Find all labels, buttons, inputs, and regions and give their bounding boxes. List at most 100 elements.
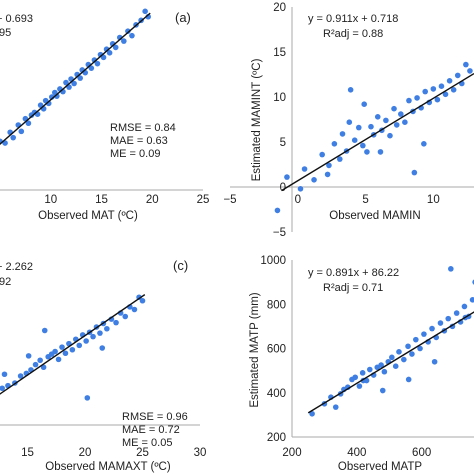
- data-point: [94, 60, 101, 67]
- data-point: [319, 151, 325, 158]
- data-point: [18, 128, 25, 135]
- equation-label: y = 0.911x + 0.718: [308, 13, 398, 25]
- data-point: [1, 371, 8, 378]
- data-point: [125, 28, 131, 34]
- data-point: [337, 156, 343, 162]
- x-tick-label: 15: [95, 194, 108, 206]
- data-point: [430, 86, 437, 92]
- data-point: [463, 61, 469, 68]
- data-point: [17, 373, 24, 379]
- data-point: [88, 65, 95, 71]
- x-tick-label: 25: [136, 447, 149, 459]
- data-point: [391, 105, 397, 112]
- data-point: [355, 124, 362, 131]
- data-point: [142, 8, 148, 15]
- data-point: [129, 32, 135, 39]
- data-point: [364, 149, 370, 155]
- y-tick-label: 5: [280, 137, 286, 149]
- fit-line: [0, 294, 146, 395]
- data-point: [405, 376, 412, 383]
- data-point: [0, 385, 5, 392]
- fit-line: [281, 73, 474, 192]
- data-point: [453, 310, 460, 316]
- panel-1: −5 0 5 10 20 15 10 5 0 −5 y = 0.911x + 0.718 R²adj …: [223, 2, 474, 239]
- x-tick-label: 10: [427, 194, 440, 206]
- x-axis-label: Observed MAT (ºC): [38, 210, 138, 222]
- y-tick-label: 1000: [260, 255, 286, 267]
- data-point: [389, 354, 395, 361]
- data-point: [431, 358, 438, 365]
- data-point: [331, 141, 338, 147]
- x-tick-label: 400: [347, 447, 366, 459]
- data-point: [40, 364, 47, 371]
- data-point: [106, 50, 113, 56]
- y-tick-label: 200: [267, 432, 286, 444]
- data-point: [383, 117, 389, 124]
- stat-label: RMSE = 0.96: [122, 411, 188, 423]
- x-axis-label: Observed MATP: [338, 461, 422, 473]
- data-point: [361, 101, 368, 107]
- data-point: [438, 83, 445, 89]
- data-point: [448, 266, 454, 272]
- x-tick-label: 5: [362, 194, 368, 206]
- data-point: [71, 80, 77, 87]
- stat-label: MAE = 0.63: [110, 135, 168, 147]
- data-point: [396, 349, 402, 355]
- data-point: [112, 44, 119, 51]
- fit-line: [307, 311, 474, 414]
- data-point: [104, 325, 110, 332]
- data-point: [55, 356, 62, 363]
- data-point: [332, 404, 339, 410]
- y-tick-label: 15: [273, 47, 286, 59]
- data-point: [366, 366, 373, 373]
- data-point: [63, 79, 69, 86]
- data-point: [25, 120, 32, 127]
- stat-label: RMSE = 0.84: [110, 122, 176, 134]
- data-point: [411, 169, 418, 176]
- panel-label: (a): [175, 10, 191, 25]
- data-point: [393, 122, 400, 128]
- data-point: [414, 95, 420, 101]
- y-tick-label: 600: [267, 344, 286, 356]
- data-point: [37, 357, 43, 364]
- data-point: [409, 351, 415, 357]
- data-point: [368, 123, 374, 130]
- data-point: [434, 96, 441, 103]
- data-point: [25, 353, 32, 359]
- data-point: [392, 363, 399, 370]
- data-point: [113, 319, 119, 326]
- stat-label: ME = 0.05: [122, 437, 172, 449]
- x-tick-label: 10: [44, 194, 57, 206]
- y-tick-label: 0: [280, 182, 286, 194]
- y-axis-label: Estimated MATP (mm): [249, 292, 261, 407]
- stat-label: ME = 0.09: [110, 148, 160, 160]
- data-point: [274, 207, 281, 214]
- data-point: [417, 345, 423, 352]
- stat-label: MAE = 0.72: [122, 424, 180, 436]
- data-point: [360, 142, 366, 149]
- data-point: [379, 387, 386, 394]
- data-point: [351, 137, 358, 143]
- data-point: [381, 368, 388, 375]
- data-point: [442, 91, 449, 98]
- x-tick-label: 600: [412, 447, 431, 459]
- x-axis-label: Observed MAMAXT (ºC): [45, 461, 171, 473]
- data-point: [461, 303, 468, 310]
- data-point: [454, 72, 461, 79]
- data-point: [445, 315, 452, 322]
- data-point: [406, 97, 412, 104]
- data-point: [41, 327, 48, 334]
- x-tick-label: 0: [295, 194, 301, 206]
- data-point: [10, 134, 16, 141]
- y-tick-label: 800: [267, 299, 286, 311]
- data-point: [77, 75, 83, 81]
- data-point: [356, 383, 363, 389]
- data-point: [413, 336, 419, 343]
- x-tick-label: −5: [223, 194, 236, 206]
- x-axis-label: Observed MAMIN: [329, 210, 420, 222]
- y-tick-label: 20: [273, 2, 286, 14]
- x-tick-label: 15: [21, 447, 34, 459]
